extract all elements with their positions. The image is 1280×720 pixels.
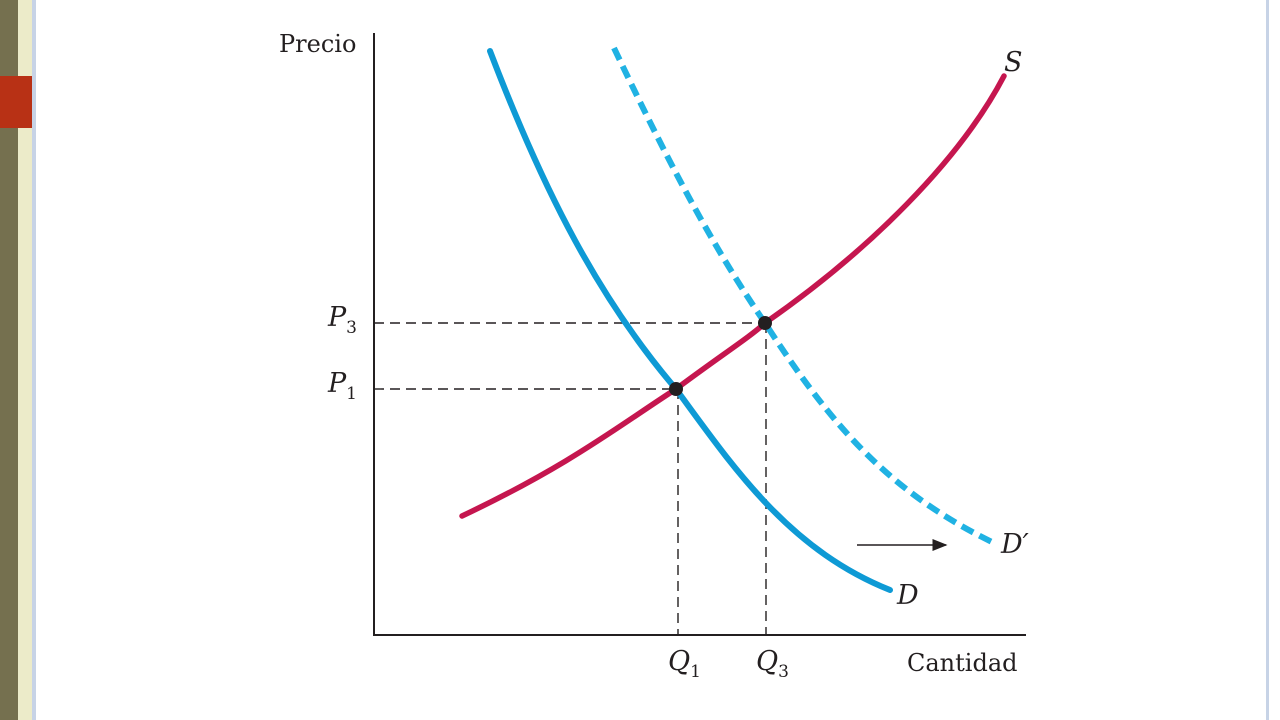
y-axis-label: Precio (279, 30, 356, 58)
quantity-label-q3-sub: 3 (778, 662, 789, 682)
quantity-label-q3: Q3 (756, 646, 789, 682)
price-label-p3-var: P (327, 302, 347, 333)
demand-curve-label: D (896, 580, 919, 611)
demand-shifted-curve-label: D′ (1000, 529, 1029, 560)
price-label-p1: P1 (327, 368, 357, 404)
quantity-label-q1-sub: 1 (690, 662, 701, 682)
quantity-label-q3-var: Q (756, 646, 778, 677)
price-label-p1-var: P (327, 368, 347, 399)
slide-left-frame-inner (18, 0, 32, 720)
quantity-label-q1-var: Q (668, 646, 690, 677)
slide-accent-block (0, 76, 32, 128)
supply-curve-s (459, 73, 1007, 519)
slide-left-border (32, 0, 36, 720)
quantity-label-q1: Q1 (668, 646, 701, 682)
slide-left-frame (0, 0, 18, 720)
equilibrium-point-3 (758, 316, 772, 330)
equilibrium-point-1 (669, 382, 683, 396)
price-label-p3: P3 (327, 302, 357, 338)
x-axis-label: Cantidad (907, 649, 1017, 677)
price-label-p3-sub: 3 (346, 318, 357, 338)
price-label-p1-sub: 1 (346, 384, 357, 404)
demand-curve-d (487, 48, 893, 593)
demand-curve-d-prime (611, 46, 994, 545)
slide-right-border (1266, 0, 1280, 720)
supply-curve-label: S (1004, 47, 1023, 78)
